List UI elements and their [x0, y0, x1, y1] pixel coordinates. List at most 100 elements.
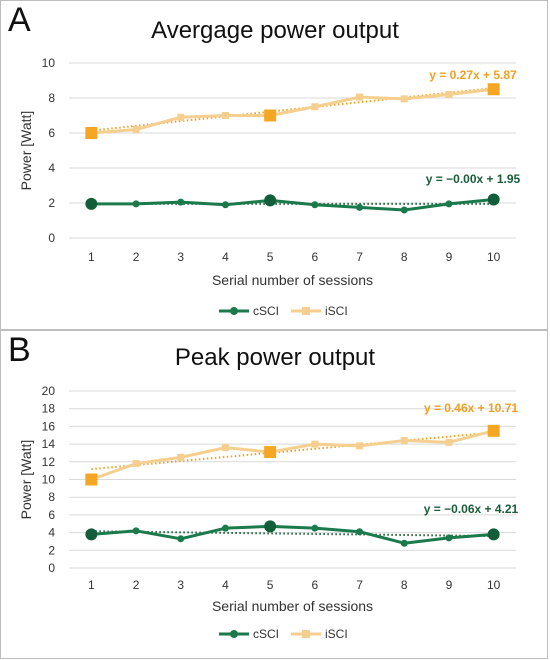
point-isci: [487, 83, 500, 96]
point-csci: [85, 197, 98, 210]
x-tick-label: 5: [267, 578, 274, 592]
x-tick-label: 1: [88, 250, 95, 264]
x-tick-label: 2: [133, 250, 140, 264]
point-isci: [132, 126, 140, 133]
point-csci: [264, 194, 277, 207]
point-isci: [311, 103, 319, 111]
point-isci: [356, 442, 364, 450]
point-isci: [177, 113, 185, 121]
point-csci: [132, 527, 140, 535]
x-tick-label: 6: [312, 578, 319, 592]
y-tick-label: 2: [48, 196, 55, 210]
point-isci: [445, 91, 453, 98]
series-isci: y = 0.27x + 5.87: [85, 68, 517, 139]
point-isci: [132, 460, 140, 468]
series-csci: y = −0.06x + 4.21: [85, 502, 519, 547]
y-tick-label: 14: [42, 437, 56, 451]
trendline-csci: [91, 530, 494, 538]
x-tick-label: 3: [177, 250, 184, 264]
trendline-equation-isci: y = 0.46x + 10.71: [424, 401, 518, 415]
point-csci: [132, 200, 140, 208]
panel-label-b: B: [8, 331, 31, 369]
point-csci: [445, 200, 453, 208]
legend-marker-isci: [302, 630, 310, 638]
legend-marker-csci: [230, 630, 238, 638]
x-tick-label: 9: [446, 578, 453, 592]
point-isci: [487, 424, 500, 437]
trendline-equation-isci: y = 0.27x + 5.87: [429, 68, 517, 82]
y-tick-label: 10: [42, 56, 56, 70]
x-tick-label: 10: [487, 578, 501, 592]
point-csci: [177, 535, 185, 543]
legend: cSCI iSCI: [219, 627, 348, 641]
legend-marker-csci: [230, 307, 238, 315]
y-tick-label: 12: [42, 455, 56, 469]
y-tick-label: 4: [48, 161, 55, 175]
legend-label-csci: cSCI: [253, 627, 279, 641]
point-csci: [311, 524, 319, 532]
x-tick-label: 2: [133, 578, 140, 592]
x-axis-title: Serial number of sessions: [212, 272, 373, 288]
point-csci: [356, 528, 364, 536]
point-isci: [177, 453, 185, 461]
point-isci: [85, 473, 98, 486]
line-isci: [91, 87, 494, 135]
point-csci: [264, 520, 277, 533]
y-tick-label: 2: [48, 543, 55, 557]
point-csci: [445, 534, 453, 542]
point-csci: [221, 201, 229, 209]
legend-label-isci: iSCI: [325, 627, 348, 641]
chart-title-a: Avergage power output: [151, 17, 399, 44]
y-tick-label: 6: [48, 508, 55, 522]
point-isci: [221, 112, 229, 119]
point-csci: [487, 193, 500, 206]
point-isci: [311, 440, 319, 448]
y-tick-label: 4: [48, 526, 55, 540]
x-tick-label: 4: [222, 578, 229, 592]
point-csci: [356, 203, 364, 211]
line-csci: [91, 524, 494, 545]
y-tick-label: 18: [42, 402, 56, 416]
x-tick-label: 5: [267, 250, 274, 264]
point-isci: [264, 446, 277, 459]
y-tick-label: 10: [42, 473, 56, 487]
point-isci: [400, 437, 408, 445]
y-tick-label: 0: [48, 561, 55, 575]
point-isci: [400, 95, 408, 103]
x-tick-label: 4: [222, 250, 229, 264]
y-tick-label: 20: [42, 384, 56, 398]
point-isci: [264, 109, 277, 122]
panel-label-a: A: [8, 1, 31, 39]
point-isci: [445, 438, 453, 446]
chart-title-b: Peak power output: [174, 344, 376, 371]
legend-label-csci: cSCI: [253, 304, 279, 318]
y-tick-label: 16: [42, 419, 56, 433]
point-csci: [85, 528, 98, 541]
point-csci: [400, 539, 408, 547]
x-tick-label: 8: [401, 578, 408, 592]
point-isci: [356, 93, 364, 101]
point-csci: [400, 206, 408, 214]
trendline-equation-csci: y = −0.00x + 1.95: [426, 172, 521, 186]
point-isci: [85, 127, 98, 139]
x-tick-label: 9: [446, 250, 453, 264]
y-tick-label: 8: [48, 490, 55, 504]
x-tick-label: 8: [401, 250, 408, 264]
line-csci: [91, 198, 494, 212]
point-isci: [221, 444, 229, 452]
y-tick-label: 0: [48, 231, 55, 245]
y-axis-title: Power [Watt]: [18, 111, 34, 191]
trendline-isci: [91, 87, 494, 132]
trendline-equation-csci: y = −0.06x + 4.21: [424, 502, 519, 516]
chart-panel-b: B Peak power output 0 2 4 6 8 10 12 14 16 18 20 1 2 3…: [0, 330, 548, 659]
x-tick-label: 3: [177, 578, 184, 592]
trendline-isci: [91, 431, 494, 471]
line-isci: [90, 429, 495, 481]
legend: cSCI iSCI: [219, 304, 348, 318]
x-tick-label: 6: [312, 250, 319, 264]
legend-marker-isci: [302, 307, 310, 315]
point-csci: [487, 528, 500, 541]
chart-panel-a: A Avergage power output 0 2 4 6 8 10 1 2 3 4 5 6 7 8 9…: [0, 0, 548, 330]
